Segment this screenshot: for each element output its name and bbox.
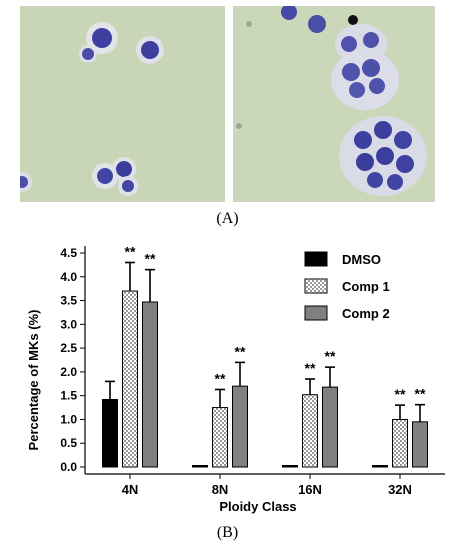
x-tick-label: 4N	[122, 482, 139, 497]
y-tick-label: 3.0	[60, 317, 77, 331]
y-axis-label: Percentage of MKs (%)	[26, 310, 41, 451]
significance-label: **	[235, 343, 246, 359]
y-tick-label: 0.0	[60, 460, 77, 474]
bar	[232, 385, 248, 468]
bar	[412, 421, 428, 468]
legend-label: Comp 2	[342, 306, 390, 321]
y-tick-label: 1.0	[60, 412, 77, 426]
bar	[302, 394, 318, 468]
x-tick-label: 8N	[212, 482, 229, 497]
bar	[282, 465, 298, 468]
legend-label: DMSO	[342, 252, 381, 267]
x-tick-label: 16N	[298, 482, 322, 497]
significance-label: **	[325, 348, 336, 364]
y-tick-label: 2.5	[60, 341, 77, 355]
bar	[142, 301, 158, 468]
y-tick-label: 4.5	[60, 246, 77, 260]
significance-label: **	[125, 244, 136, 260]
bar	[192, 465, 208, 468]
caption-b: (B)	[216, 524, 239, 541]
bar	[122, 290, 138, 468]
caption-a: (A)	[216, 210, 239, 227]
significance-label: **	[145, 251, 156, 267]
micrograph-right	[233, 6, 435, 202]
legend: DMSO Comp 1 Comp 2	[304, 251, 390, 321]
y-tick-label: 1.5	[60, 389, 77, 403]
legend-label: Comp 1	[342, 279, 390, 294]
bar	[322, 386, 338, 468]
legend-swatch	[304, 305, 328, 321]
y-tick-label: 4.0	[60, 270, 77, 284]
micrograph-left	[20, 6, 225, 202]
x-tick-label: 32N	[388, 482, 412, 497]
significance-label: **	[305, 360, 316, 376]
significance-label: **	[215, 370, 226, 386]
significance-label: **	[395, 386, 406, 402]
legend-swatch	[304, 278, 328, 294]
x-axis-label: Ploidy Class	[219, 499, 296, 514]
legend-swatch	[304, 251, 328, 267]
bar	[372, 465, 388, 468]
bar	[212, 407, 228, 468]
bar-chart: 0.0 0.5 1.0 1.5 2.0 2.5 3.0 3.5 4.0 4.5 ** ** ** ** *…	[26, 244, 445, 514]
y-tick-label: 0.5	[60, 436, 77, 450]
significance-label: **	[415, 386, 426, 402]
y-tick-label: 3.5	[60, 294, 77, 308]
bar	[102, 398, 118, 468]
bar	[392, 418, 408, 468]
y-tick-label: 2.0	[60, 365, 77, 379]
